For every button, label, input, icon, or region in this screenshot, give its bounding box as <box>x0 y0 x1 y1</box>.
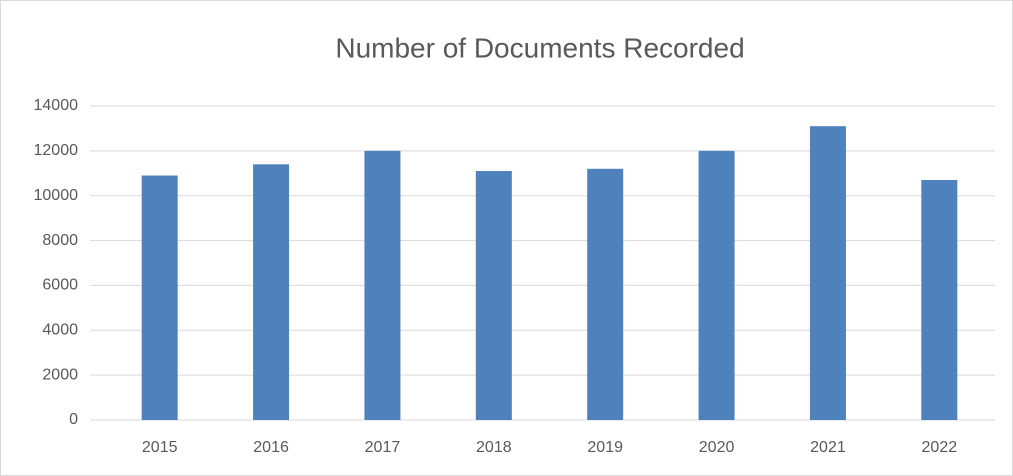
x-tick-label: 2016 <box>253 439 289 456</box>
x-tick-label: 2017 <box>365 439 401 456</box>
y-tick-label: 10000 <box>34 187 79 204</box>
bar <box>698 150 735 420</box>
bar <box>364 150 401 420</box>
chart-title: Number of Documents Recorded <box>335 32 744 63</box>
bar <box>809 126 846 420</box>
x-tick-label: 2015 <box>142 439 178 456</box>
y-tick-label: 6000 <box>42 277 78 294</box>
y-tick-label: 4000 <box>42 322 78 339</box>
y-tick-label: 8000 <box>42 232 78 249</box>
y-tick-label: 0 <box>69 411 78 428</box>
x-tick-label: 2022 <box>922 439 958 456</box>
y-tick-label: 2000 <box>42 366 78 383</box>
x-tick-label: 2021 <box>810 439 846 456</box>
x-tick-label: 2020 <box>699 439 735 456</box>
bar <box>475 171 512 420</box>
bar <box>587 168 624 420</box>
y-tick-label: 14000 <box>34 97 79 114</box>
x-tick-label: 2019 <box>587 439 623 456</box>
bar <box>253 164 290 420</box>
bar <box>921 180 958 420</box>
x-tick-label: 2018 <box>476 439 512 456</box>
bar <box>141 175 178 420</box>
y-tick-label: 12000 <box>34 142 79 159</box>
